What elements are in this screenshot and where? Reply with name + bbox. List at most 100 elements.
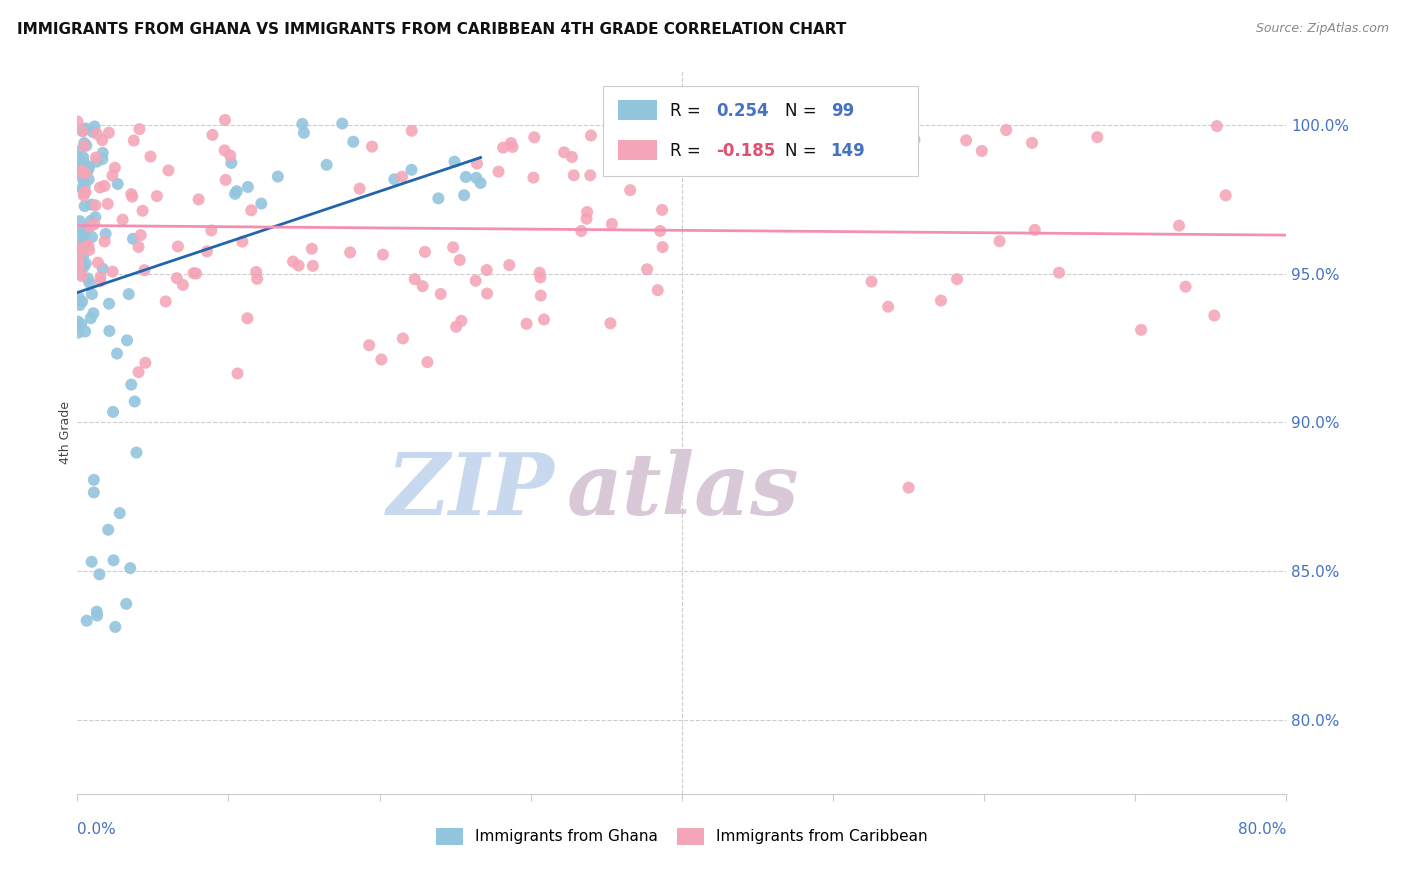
Point bbox=[475, 263, 498, 277]
Point bbox=[66, 114, 89, 128]
Point bbox=[970, 144, 993, 158]
Point bbox=[77, 243, 100, 257]
Point bbox=[67, 326, 90, 340]
Point bbox=[107, 177, 129, 191]
Point bbox=[412, 279, 434, 293]
Point bbox=[1130, 323, 1153, 337]
Point bbox=[392, 331, 415, 345]
Point bbox=[897, 481, 920, 495]
Point bbox=[454, 169, 477, 184]
Point bbox=[929, 293, 952, 308]
Point bbox=[101, 405, 124, 419]
Point bbox=[599, 316, 621, 330]
Point bbox=[465, 156, 488, 170]
Point bbox=[87, 255, 110, 269]
Point bbox=[93, 178, 115, 193]
Point bbox=[231, 235, 253, 249]
Point bbox=[69, 260, 91, 274]
FancyBboxPatch shape bbox=[617, 100, 657, 120]
Point bbox=[139, 150, 162, 164]
Point bbox=[80, 555, 103, 569]
Point bbox=[529, 266, 551, 280]
Point bbox=[91, 261, 114, 276]
Point bbox=[91, 152, 114, 166]
FancyBboxPatch shape bbox=[617, 140, 657, 160]
Point bbox=[91, 133, 114, 147]
Point bbox=[647, 283, 669, 297]
Text: ZIP: ZIP bbox=[387, 449, 555, 533]
Point bbox=[131, 203, 153, 218]
Point bbox=[80, 213, 103, 227]
Point bbox=[1174, 279, 1197, 293]
Point bbox=[69, 252, 91, 267]
Point bbox=[650, 224, 672, 238]
Point bbox=[287, 259, 309, 273]
Point bbox=[219, 148, 242, 162]
Point bbox=[221, 156, 243, 170]
Point bbox=[240, 203, 263, 218]
Point bbox=[108, 506, 131, 520]
Point bbox=[67, 249, 90, 263]
Point bbox=[1085, 130, 1108, 145]
Point bbox=[167, 239, 190, 253]
Point bbox=[83, 217, 105, 231]
Point bbox=[72, 174, 94, 188]
Point bbox=[76, 614, 98, 628]
Text: -0.185: -0.185 bbox=[716, 142, 775, 160]
Point bbox=[90, 269, 112, 284]
Point bbox=[330, 117, 353, 131]
Point bbox=[80, 230, 103, 244]
Point bbox=[267, 169, 290, 184]
Point bbox=[77, 163, 100, 178]
Point bbox=[214, 113, 236, 128]
Point bbox=[98, 296, 121, 310]
Point bbox=[529, 270, 551, 285]
Point bbox=[579, 169, 602, 183]
Point bbox=[70, 155, 93, 169]
Point bbox=[492, 140, 515, 154]
Point bbox=[84, 151, 107, 165]
Text: N =: N = bbox=[785, 142, 821, 160]
Point bbox=[86, 127, 108, 141]
Point bbox=[73, 199, 96, 213]
Point bbox=[70, 269, 93, 284]
Point bbox=[443, 154, 465, 169]
Point bbox=[146, 189, 169, 203]
Point bbox=[292, 126, 315, 140]
Point bbox=[77, 172, 100, 186]
Point bbox=[404, 272, 426, 286]
Point bbox=[105, 346, 128, 360]
Point bbox=[75, 240, 97, 254]
Point bbox=[498, 258, 520, 272]
Point bbox=[72, 124, 94, 138]
Point bbox=[184, 267, 207, 281]
Point bbox=[67, 263, 90, 277]
Point bbox=[120, 187, 142, 202]
Point bbox=[1024, 223, 1046, 237]
Point bbox=[183, 266, 205, 280]
Point bbox=[115, 597, 138, 611]
Point bbox=[224, 186, 246, 201]
Point bbox=[67, 291, 90, 305]
Point bbox=[94, 227, 117, 241]
Point bbox=[475, 286, 498, 301]
Point bbox=[73, 188, 96, 202]
Point bbox=[97, 523, 120, 537]
Point bbox=[464, 274, 486, 288]
Point bbox=[759, 121, 782, 136]
Point bbox=[80, 287, 103, 301]
Point bbox=[75, 138, 97, 153]
Point bbox=[745, 149, 768, 163]
Point bbox=[84, 210, 107, 224]
Point bbox=[641, 143, 664, 157]
Point bbox=[75, 237, 97, 252]
Point bbox=[82, 125, 104, 139]
Point bbox=[115, 334, 138, 348]
Text: R =: R = bbox=[669, 102, 706, 120]
Point bbox=[349, 181, 371, 195]
Point bbox=[73, 227, 96, 242]
Point bbox=[77, 160, 100, 174]
Point bbox=[70, 318, 93, 332]
Point bbox=[361, 139, 384, 153]
Point bbox=[427, 191, 450, 205]
